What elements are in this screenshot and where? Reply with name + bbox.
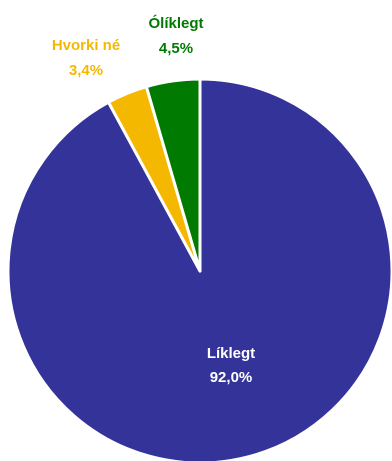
pie-labels: Líklegt 92,0% Hvorki né 3,4% Ólíklegt 4,5% (52, 14, 255, 386)
slice-category-label-2: Hvorki né (52, 37, 120, 54)
pie-slice-1 (6, 77, 392, 461)
slice-category-label-1: Líklegt (207, 345, 255, 362)
slice-value-label-1: 92,0% (210, 369, 253, 386)
slice-value-label-3: 4,5% (159, 40, 193, 57)
slice-category-label-3: Ólíklegt (148, 14, 203, 32)
slice-value-label-2: 3,4% (69, 62, 103, 79)
pie-slices (6, 77, 392, 461)
pie-slice-3 (144, 77, 202, 273)
